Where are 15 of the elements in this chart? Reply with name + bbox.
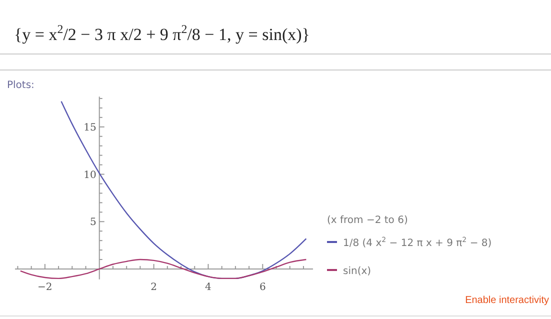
y-tick-label: 5	[90, 217, 96, 228]
y-tick-label: 10	[84, 170, 96, 181]
legend-title: (x from −2 to 6)	[327, 215, 408, 226]
legend-label: sin(x)	[343, 266, 372, 277]
x-tick-label: −2	[38, 282, 52, 293]
chart-title: {y = x$^{2}$/2 − 3 π x/2 + 9 π$^{2}$/8 − 1, y = sin(x)}	[14, 22, 310, 44]
y-tick-label: 15	[84, 122, 96, 134]
x-tick-label: 4	[205, 282, 212, 293]
x-tick-label: 2	[150, 282, 157, 293]
line-series	[60, 100, 307, 280]
line-series	[20, 258, 307, 280]
x-tick-label: 6	[259, 282, 266, 293]
legend-label: 1/8 (4 x$^{2}$ − 12 π x + 9 π$^{2}$ − 8)	[343, 236, 492, 249]
text: Enable interactivity	[465, 295, 549, 306]
chart-subtitle: Plots:	[7, 80, 34, 91]
